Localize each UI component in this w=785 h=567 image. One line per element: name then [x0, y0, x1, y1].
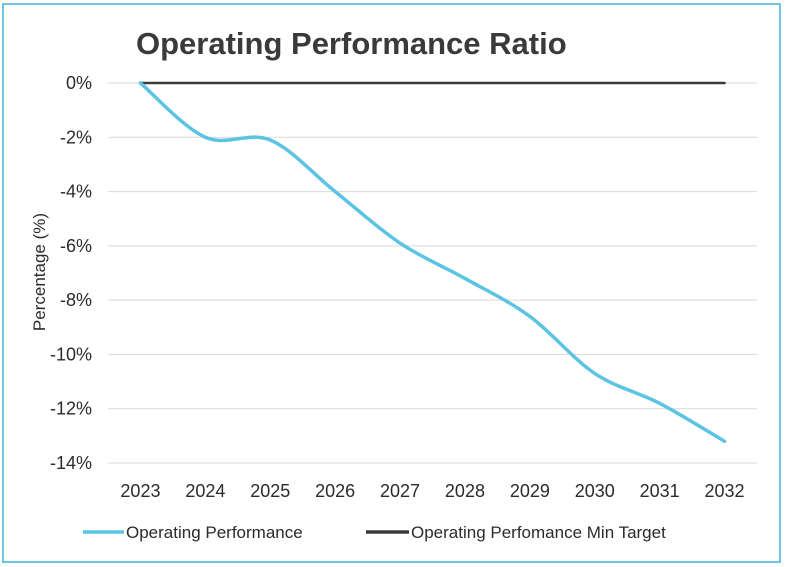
x-tick-label: 2026 — [315, 481, 355, 501]
y-tick-label: -10% — [50, 344, 92, 364]
x-tick-label: 2024 — [185, 481, 225, 501]
gridlines — [108, 82, 757, 464]
y-tick-label: -6% — [60, 236, 92, 256]
y-tick-label: -8% — [60, 290, 92, 310]
x-tick-label: 2029 — [510, 481, 550, 501]
y-tick-label: -12% — [50, 399, 92, 419]
legend: Operating Performance Operating Perfoman… — [83, 523, 666, 542]
y-tick-label: -14% — [50, 453, 92, 473]
y-axis-label: Percentage (%) — [30, 213, 49, 331]
series-line-operating-performance — [138, 81, 727, 444]
x-tick-label: 2032 — [705, 481, 745, 501]
chart-title: Operating Performance Ratio — [136, 26, 567, 61]
x-tick-label: 2023 — [120, 481, 160, 501]
x-tick-label: 2030 — [575, 481, 615, 501]
x-tick-label: 2028 — [445, 481, 485, 501]
series-lines — [138, 81, 727, 444]
y-tick-label: -2% — [60, 127, 92, 147]
x-axis-ticks: 2023 2024 2025 2026 2027 2028 2029 2030 2031 2032 — [120, 481, 744, 501]
legend-label-operating-performance: Operating Performance — [126, 523, 303, 542]
chart-frame — [2, 3, 781, 563]
legend-label-min-target: Operating Perfomance Min Target — [411, 523, 666, 542]
x-tick-label: 2025 — [250, 481, 290, 501]
x-tick-label: 2031 — [640, 481, 680, 501]
y-tick-label: 0% — [66, 73, 92, 93]
y-tick-label: -4% — [60, 182, 92, 202]
x-tick-label: 2027 — [380, 481, 420, 501]
y-axis-ticks: 0% -2% -4% -6% -8% -10% -12% -14% — [50, 73, 92, 473]
